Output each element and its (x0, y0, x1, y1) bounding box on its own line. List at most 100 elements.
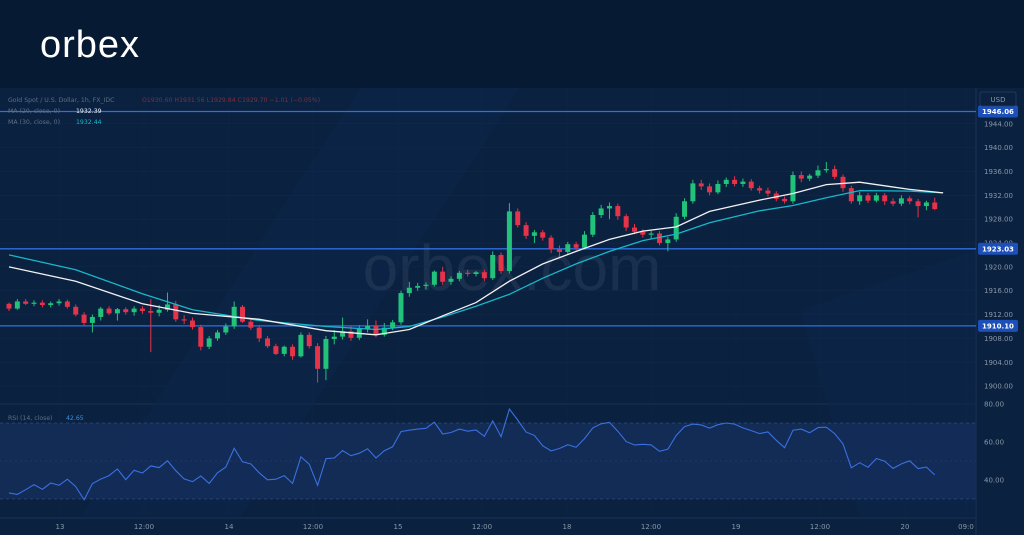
candle-body[interactable] (215, 332, 220, 339)
candle-body[interactable] (240, 306, 246, 322)
candle-body[interactable] (306, 334, 312, 347)
candle-body[interactable] (406, 287, 412, 294)
candle-body[interactable] (648, 233, 654, 235)
candle-body[interactable] (531, 232, 537, 236)
candle-body[interactable] (632, 227, 637, 232)
candle-body[interactable] (290, 346, 296, 357)
candle-body[interactable] (381, 327, 387, 335)
candle-body[interactable] (798, 175, 804, 179)
candle-body[interactable] (548, 237, 554, 249)
candle-body[interactable] (23, 301, 29, 304)
candle-body[interactable] (448, 278, 454, 282)
candle-body[interactable] (248, 321, 254, 328)
candle-body[interactable] (323, 339, 329, 369)
candle-body[interactable] (848, 188, 854, 202)
candle-body[interactable] (39, 302, 45, 306)
candle-body[interactable] (223, 326, 229, 333)
candle-body[interactable] (256, 327, 262, 339)
candle-body[interactable] (156, 309, 162, 313)
candle-body[interactable] (732, 179, 738, 184)
candle-body[interactable] (181, 319, 187, 321)
candle-body[interactable] (315, 346, 321, 369)
candle-body[interactable] (823, 169, 829, 171)
candle-body[interactable] (431, 271, 437, 285)
candle-body[interactable] (882, 195, 888, 202)
candle-body[interactable] (707, 186, 713, 193)
candle-body[interactable] (56, 301, 62, 304)
candle-body[interactable] (173, 304, 179, 320)
candle-body[interactable] (657, 233, 663, 244)
candle-body[interactable] (815, 170, 821, 176)
candle-body[interactable] (606, 206, 612, 209)
candle-body[interactable] (757, 188, 763, 191)
candle-body[interactable] (498, 254, 504, 272)
candle-body[interactable] (540, 232, 546, 238)
candle-body[interactable] (715, 183, 721, 193)
candle-body[interactable] (665, 239, 671, 244)
candle-body[interactable] (340, 331, 346, 337)
candle-body[interactable] (723, 179, 729, 184)
candle-body[interactable] (807, 175, 813, 179)
candle-body[interactable] (81, 314, 87, 323)
candle-body[interactable] (581, 234, 587, 248)
candle-body[interactable] (98, 308, 104, 317)
candle-body[interactable] (556, 248, 562, 252)
candle-body[interactable] (565, 244, 571, 252)
currency-label-box[interactable] (979, 91, 1017, 107)
candle-body[interactable] (331, 336, 337, 340)
candle-body[interactable] (932, 202, 938, 210)
horizontal-levels[interactable] (0, 110, 976, 327)
candle-body[interactable] (857, 195, 863, 202)
candle-body[interactable] (298, 334, 304, 357)
candle-body[interactable] (873, 195, 879, 201)
candle-body[interactable] (348, 331, 354, 338)
candle-body[interactable] (898, 198, 904, 204)
candle-body[interactable] (64, 301, 70, 307)
candle-body[interactable] (390, 322, 396, 328)
candle-body[interactable] (373, 325, 379, 335)
candle-body[interactable] (832, 169, 838, 177)
candle-body[interactable] (89, 316, 95, 323)
candle-body[interactable] (615, 206, 621, 217)
candle-body[interactable] (748, 181, 754, 189)
candle-body[interactable] (415, 285, 421, 288)
candle-body[interactable] (598, 208, 604, 215)
candle-body[interactable] (765, 190, 771, 194)
candle-body[interactable] (456, 272, 462, 279)
candle-body[interactable] (131, 308, 137, 313)
candle-body[interactable] (48, 303, 54, 306)
candle-body[interactable] (573, 244, 579, 248)
candle-body[interactable] (265, 338, 271, 347)
candle-body[interactable] (164, 304, 170, 310)
candle-body[interactable] (673, 216, 679, 240)
candle-body[interactable] (206, 338, 212, 347)
candle-body[interactable] (423, 284, 429, 286)
candle-body[interactable] (123, 309, 129, 313)
candle-body[interactable] (14, 301, 20, 309)
candle-body[interactable] (890, 201, 896, 204)
candle-body[interactable] (481, 272, 487, 279)
rsi-line[interactable] (8, 407, 936, 501)
candle-body[interactable] (365, 325, 371, 329)
candle-body[interactable] (490, 254, 496, 279)
candle-body[interactable] (640, 231, 646, 235)
candle-body[interactable] (915, 201, 921, 207)
candle-body[interactable] (515, 211, 521, 226)
candle-body[interactable] (590, 214, 596, 235)
candle-body[interactable] (523, 225, 529, 236)
candle-body[interactable] (139, 308, 145, 311)
candle-body[interactable] (907, 198, 913, 202)
candle-body[interactable] (740, 181, 746, 184)
candle-body[interactable] (148, 310, 154, 313)
candle-body[interactable] (790, 175, 796, 202)
candle-body[interactable] (440, 271, 446, 282)
candle-body[interactable] (698, 183, 704, 187)
rsi-pane[interactable] (0, 407, 976, 501)
candle-body[interactable] (114, 309, 120, 314)
candle-body[interactable] (106, 308, 112, 314)
candle-body[interactable] (923, 202, 929, 207)
candle-body[interactable] (6, 303, 12, 309)
candle-body[interactable] (465, 272, 471, 275)
candle-body[interactable] (73, 306, 79, 315)
